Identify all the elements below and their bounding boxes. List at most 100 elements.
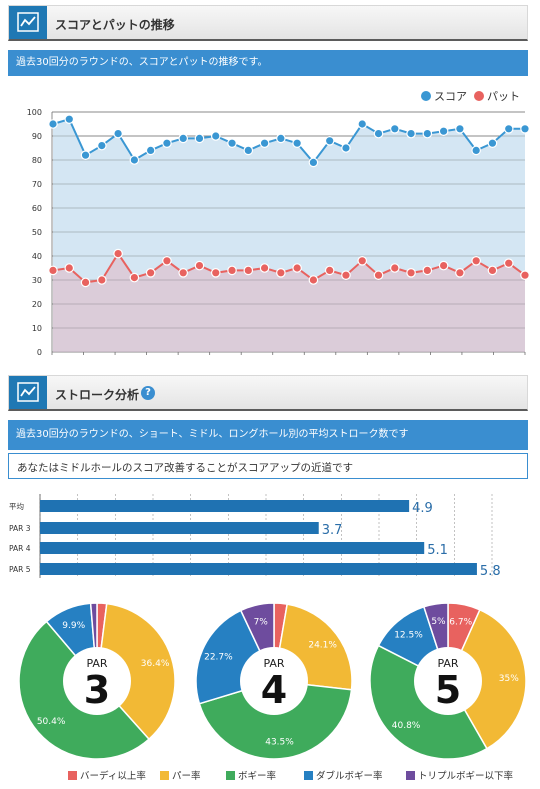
data-point — [227, 138, 237, 148]
data-point — [259, 138, 270, 148]
data-point — [341, 270, 351, 280]
data-point — [503, 258, 514, 268]
pie-center-label: PAR — [263, 657, 284, 670]
bar — [40, 500, 410, 512]
data-point — [194, 260, 205, 271]
pie-center — [63, 647, 131, 715]
y-tick-label: 90 — [32, 132, 42, 141]
pie-slice-label: 22.7% — [204, 652, 233, 662]
data-point — [373, 270, 384, 280]
data-point — [389, 123, 400, 134]
data-point — [471, 145, 481, 156]
data-point — [373, 128, 384, 139]
pie-center-label: PAR — [86, 657, 107, 670]
pie-center-number: 4 — [261, 668, 287, 712]
data-point — [455, 268, 465, 278]
legend-label: ダブルボギー率 — [316, 770, 383, 782]
data-point — [503, 123, 514, 134]
data-point — [243, 265, 254, 276]
pie-center-number: 3 — [84, 668, 110, 712]
pie-slice-label: 7% — [254, 618, 269, 628]
y-tick-label: 80 — [32, 156, 42, 165]
data-point — [194, 133, 205, 144]
pie-slice — [198, 680, 353, 760]
data-point — [276, 268, 286, 278]
data-point — [324, 265, 335, 276]
bar-value-label: 3.7 — [322, 523, 343, 538]
data-point — [97, 275, 107, 285]
data-point — [455, 123, 465, 134]
legend-label: パー率 — [172, 770, 201, 782]
y-tick-label: 10 — [32, 324, 42, 333]
pie-slice-label: 24.1% — [308, 640, 337, 650]
y-tick-label: 100 — [27, 108, 42, 117]
help-icon[interactable]: ? — [141, 386, 155, 400]
data-point — [227, 265, 237, 276]
stroke-bar-chart: 平均 4.9 PAR 3 3.7 PAR 4 5.1 PAR 5 5.8 — [9, 494, 501, 579]
legend-label: スコア — [434, 90, 467, 103]
y-tick-label: 60 — [32, 204, 42, 213]
data-point — [129, 155, 140, 165]
pie-slice-label: 40.8% — [392, 721, 421, 731]
data-point — [97, 140, 107, 151]
data-point — [487, 138, 498, 148]
chart-line-icon — [9, 376, 47, 409]
bar — [40, 563, 477, 575]
legend-label: ボギー率 — [238, 770, 277, 782]
stroke-analysis-description: 過去30回分のラウンドの、ショート、ミドル、ロングホール別の平均ストローク数です — [8, 420, 528, 450]
data-point — [113, 248, 123, 259]
data-point — [438, 260, 449, 271]
data-point — [357, 256, 368, 266]
data-point — [178, 268, 189, 278]
data-point — [210, 268, 221, 278]
data-point — [80, 277, 91, 288]
data-point — [145, 145, 156, 156]
pie-slice-label: 35% — [499, 674, 519, 684]
legend-swatch — [68, 771, 77, 780]
pie-slice-label: 6.7% — [449, 618, 472, 628]
legend-label: バーディ以上率 — [80, 770, 146, 782]
pie-slice-label: 9.9% — [62, 621, 85, 631]
par-pie-charts: 36.4%50.4%9.9%PAR324.1%43.5%22.7%7%PAR46… — [18, 602, 527, 760]
legend-swatch — [160, 771, 169, 780]
y-tick-label: 50 — [32, 228, 42, 237]
pie-center-label: PAR — [437, 657, 458, 670]
score-putt-section-header: スコアとパットの推移 — [8, 5, 528, 41]
bar-category-label: PAR 5 — [9, 565, 31, 574]
legend-label: パット — [487, 90, 520, 103]
bar — [40, 542, 425, 554]
bar-value-label: 4.9 — [412, 501, 433, 516]
pie-slice — [96, 602, 176, 741]
data-point — [113, 128, 123, 139]
data-point — [292, 138, 302, 148]
data-point — [64, 114, 75, 124]
pie-legend: バーディ以上率 パー率 ボギー率 ダブルボギー率 トリプルボギー以下率 — [68, 770, 514, 782]
legend-label: トリプルボギー以下率 — [418, 770, 514, 782]
data-point — [487, 265, 498, 276]
data-point — [129, 272, 140, 283]
section-title: スコアとパットの推移 — [55, 18, 175, 32]
data-point — [178, 133, 189, 144]
pie-center — [414, 647, 482, 715]
data-point — [48, 265, 58, 276]
data-point — [276, 133, 286, 144]
y-tick-label: 40 — [32, 252, 42, 261]
data-point — [406, 268, 416, 278]
bar-category-label: PAR 3 — [9, 524, 31, 533]
data-point — [520, 270, 530, 280]
data-point — [259, 263, 270, 273]
data-point — [520, 123, 530, 134]
bar-value-label: 5.1 — [427, 543, 448, 558]
pie-slice-label: 43.5% — [265, 738, 294, 748]
stroke-analysis-section-header: ストローク分析 ? — [8, 375, 528, 411]
data-point — [292, 263, 302, 273]
series-area — [53, 253, 525, 352]
data-point — [48, 119, 58, 129]
bar-category-label: 平均 — [9, 501, 24, 511]
data-point — [243, 145, 254, 156]
bar-category-label: PAR 4 — [9, 544, 31, 553]
legend-marker — [421, 91, 431, 101]
data-point — [471, 256, 481, 266]
y-tick-label: 70 — [32, 180, 42, 189]
data-point — [324, 135, 335, 146]
